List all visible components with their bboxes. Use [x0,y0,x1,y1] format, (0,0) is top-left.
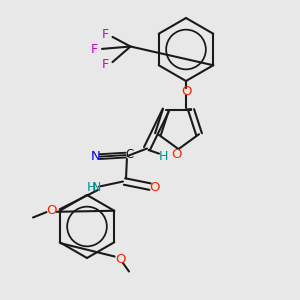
Text: N: N [92,181,102,194]
Text: F: F [91,43,98,56]
Text: H: H [159,149,168,163]
Text: O: O [46,203,56,217]
Text: O: O [115,253,125,266]
Text: F: F [101,58,109,71]
Text: C: C [125,148,133,161]
Text: O: O [172,148,182,161]
Text: F: F [101,28,109,41]
Text: O: O [149,181,160,194]
Text: N: N [91,150,101,163]
Text: O: O [181,85,191,98]
Text: H: H [87,181,96,194]
